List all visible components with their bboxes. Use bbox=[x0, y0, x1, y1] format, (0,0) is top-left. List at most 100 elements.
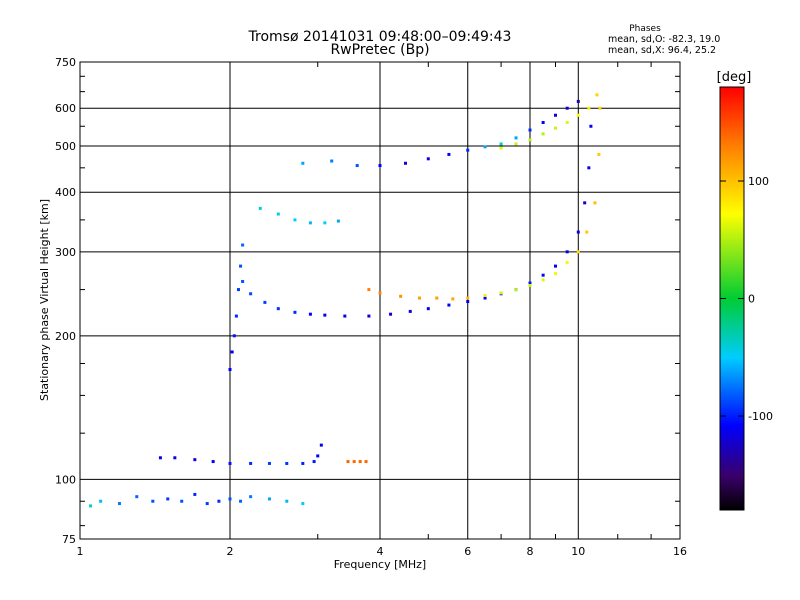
data-point bbox=[276, 307, 280, 311]
data-point bbox=[308, 221, 312, 225]
data-point bbox=[483, 145, 487, 149]
data-point bbox=[135, 495, 139, 499]
data-point bbox=[426, 307, 430, 311]
x-tick-label: 16 bbox=[673, 545, 687, 558]
data-point bbox=[352, 460, 356, 464]
data-point bbox=[483, 293, 487, 297]
colorbar-tick-label: 0 bbox=[748, 293, 755, 306]
data-point bbox=[499, 291, 503, 295]
data-point bbox=[403, 161, 407, 165]
x-tick-label: 1 bbox=[77, 545, 84, 558]
data-point bbox=[267, 497, 271, 501]
data-point bbox=[158, 456, 162, 460]
data-point bbox=[241, 243, 245, 247]
data-point bbox=[323, 221, 327, 225]
data-point bbox=[541, 132, 545, 136]
data-point bbox=[408, 309, 412, 313]
data-point bbox=[541, 273, 545, 277]
data-point bbox=[258, 206, 262, 210]
data-point bbox=[285, 461, 289, 465]
data-point bbox=[514, 288, 518, 292]
data-point bbox=[565, 250, 569, 254]
data-point bbox=[343, 314, 347, 318]
data-point bbox=[293, 310, 297, 314]
data-point bbox=[249, 461, 253, 465]
y-tick-label: 750 bbox=[55, 56, 76, 69]
x-tick-label: 6 bbox=[464, 545, 471, 558]
data-point bbox=[239, 264, 243, 268]
data-point bbox=[595, 93, 599, 97]
data-point bbox=[514, 136, 518, 140]
data-point bbox=[173, 456, 177, 460]
data-point bbox=[166, 497, 170, 501]
data-point bbox=[399, 294, 403, 298]
data-point bbox=[346, 460, 350, 464]
data-point bbox=[230, 350, 234, 354]
x-tick-label: 8 bbox=[527, 545, 534, 558]
data-point bbox=[355, 164, 359, 168]
y-tick-label: 600 bbox=[55, 102, 76, 115]
data-point bbox=[319, 443, 323, 447]
data-point bbox=[576, 113, 580, 117]
colorbar-label: [deg] bbox=[717, 70, 752, 85]
data-point bbox=[389, 312, 393, 316]
data-point bbox=[587, 106, 591, 110]
data-point bbox=[241, 279, 245, 283]
chart-title: Tromsø 20141031 09:48:00–09:49:43 bbox=[248, 29, 512, 45]
data-point bbox=[308, 312, 312, 316]
data-point bbox=[301, 461, 305, 465]
data-point bbox=[234, 314, 238, 318]
tick-labels: 1 2 4 6 8 10 16 75 100 200 300 400 500 600 750 bbox=[55, 56, 687, 558]
phases-line-o: mean, sd,O: -82.3, 19.0 bbox=[608, 34, 720, 45]
data-point bbox=[293, 218, 297, 222]
y-tick-label: 100 bbox=[55, 473, 76, 486]
data-point bbox=[367, 314, 371, 318]
data-point bbox=[367, 288, 371, 292]
data-point bbox=[565, 260, 569, 264]
x-tick-label: 4 bbox=[377, 545, 384, 558]
data-point bbox=[151, 499, 155, 503]
colorbar-tick-label: 100 bbox=[748, 175, 769, 188]
plot-frame bbox=[79, 61, 681, 540]
x-axis-label: Frequency [MHz] bbox=[334, 558, 426, 571]
y-tick-label: 75 bbox=[62, 533, 76, 546]
data-point bbox=[249, 495, 253, 499]
data-point bbox=[239, 499, 243, 503]
data-point bbox=[312, 460, 316, 464]
data-point bbox=[553, 126, 557, 130]
data-point bbox=[358, 460, 362, 464]
data-point bbox=[576, 230, 580, 234]
y-tick-label: 500 bbox=[55, 140, 76, 153]
data-point bbox=[301, 161, 305, 165]
data-point bbox=[466, 300, 470, 304]
y-tick-label: 300 bbox=[55, 246, 76, 259]
data-point bbox=[541, 278, 545, 282]
data-point bbox=[228, 367, 232, 371]
x-tick-label: 10 bbox=[571, 545, 585, 558]
data-point bbox=[483, 296, 487, 300]
data-point bbox=[499, 146, 503, 150]
data-point bbox=[576, 99, 580, 103]
data-point bbox=[514, 142, 518, 146]
data-point bbox=[211, 460, 215, 464]
data-point bbox=[276, 212, 280, 216]
data-point bbox=[285, 499, 289, 503]
data-point bbox=[323, 313, 327, 317]
data-point bbox=[263, 300, 267, 304]
data-point bbox=[585, 230, 589, 234]
data-point bbox=[336, 219, 340, 223]
data-point bbox=[589, 124, 593, 128]
data-point bbox=[205, 502, 209, 506]
data-point bbox=[447, 152, 451, 156]
data-point bbox=[565, 121, 569, 125]
data-point bbox=[576, 250, 580, 254]
data-point bbox=[316, 454, 320, 458]
colorbar-ticks: 100 0 -100 bbox=[720, 175, 773, 423]
data-point bbox=[232, 334, 236, 338]
data-points bbox=[89, 93, 602, 508]
data-point bbox=[330, 159, 334, 163]
phases-heading: Phases bbox=[629, 24, 661, 34]
data-point bbox=[466, 148, 470, 152]
data-point bbox=[89, 504, 93, 508]
data-point bbox=[117, 502, 121, 506]
